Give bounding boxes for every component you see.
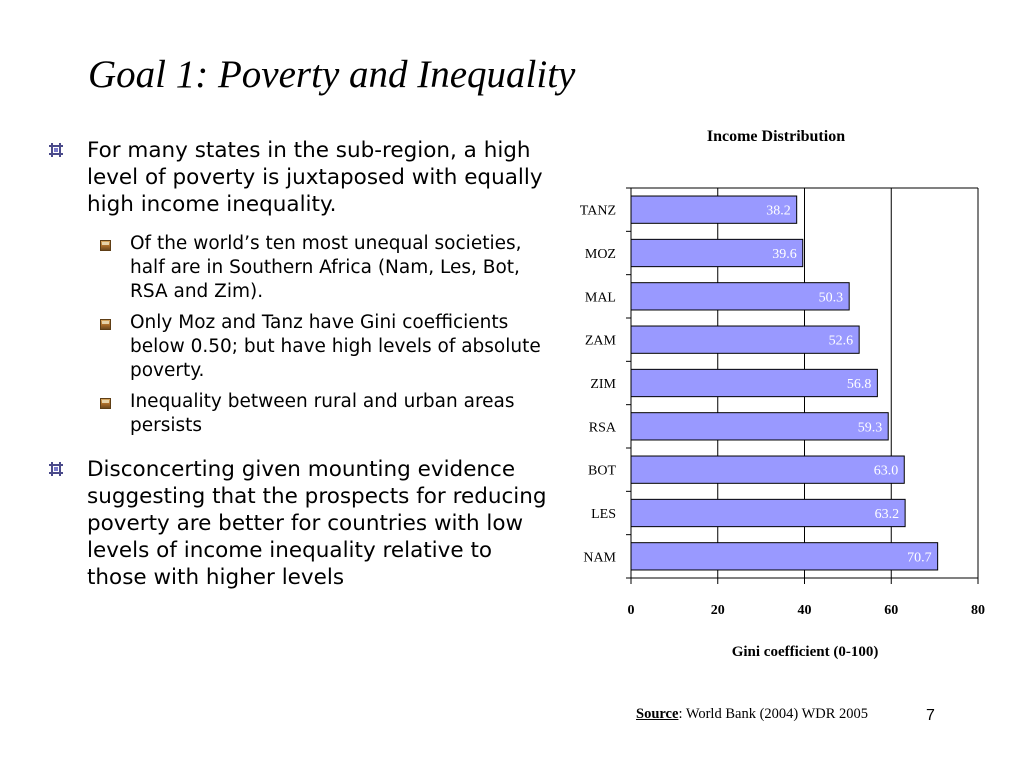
square-bullet-icon <box>100 319 111 330</box>
bar-value-label: 63.2 <box>875 507 900 522</box>
x-tick-label: 40 <box>798 603 812 618</box>
bar <box>630 282 850 311</box>
sub-bullet-text: Only Moz and Tanz have Gini coefficients… <box>130 312 541 381</box>
square-bullet-icon <box>100 240 111 251</box>
bar-value-label: 56.8 <box>847 377 872 392</box>
bullet-list: For many states in the sub-region, a hig… <box>48 137 548 605</box>
page-number: 7 <box>926 707 935 724</box>
bullet-text: Disconcerting given mounting evidence su… <box>87 457 547 590</box>
square-bullet-icon <box>100 398 111 409</box>
sub-bullet-item: Inequality between rural and urban areas… <box>48 390 548 438</box>
star-bullet-icon <box>49 143 63 157</box>
source-text: : World Bank (2004) WDR 2005 <box>678 706 869 722</box>
bar <box>630 498 906 528</box>
y-category-label: ZAM <box>585 334 617 349</box>
x-tick-label: 80 <box>971 603 985 618</box>
x-axis-label: Gini coefficient (0-100) <box>731 644 879 660</box>
y-category-label: ZIM <box>590 377 616 392</box>
sub-bullet-item: Of the world’s ten most unequal societie… <box>48 232 548 304</box>
sub-bullet-text: Inequality between rural and urban areas… <box>130 391 515 436</box>
y-category-label: NAM <box>583 550 616 565</box>
bar <box>630 238 804 268</box>
slide-title: Goal 1: Poverty and Inequality <box>88 53 576 96</box>
bar <box>630 325 860 354</box>
y-category-label: BOT <box>588 464 616 479</box>
bullet-item: For many states in the sub-region, a hig… <box>48 137 548 218</box>
income-distribution-chart: 0 20 40 60 80 TANZ 38.2 MOZ 39.6 MAL 50.3 ZAM 52.6 ZI… <box>580 187 985 618</box>
source-label: Source <box>636 706 679 722</box>
chart-title: Income Distribution <box>706 128 846 145</box>
bar-value-label: 52.6 <box>829 334 854 349</box>
bar <box>630 412 889 441</box>
bar-value-label: 59.3 <box>858 420 883 435</box>
bar-value-label: 63.0 <box>874 464 899 479</box>
x-tick-label: 20 <box>711 603 725 618</box>
x-tick-label: 60 <box>884 603 898 618</box>
sub-bullet-item: Only Moz and Tanz have Gini coefficients… <box>48 311 548 383</box>
bar <box>630 455 905 484</box>
bar-value-label: 50.3 <box>819 290 844 305</box>
bar-value-label: 39.6 <box>772 247 797 262</box>
star-bullet-icon <box>49 462 63 476</box>
y-category-label: MOZ <box>585 247 616 262</box>
bar-value-label: 70.7 <box>907 550 932 565</box>
y-category-label: LES <box>591 507 616 522</box>
bullet-item: Disconcerting given mounting evidence su… <box>48 456 548 591</box>
y-category-label: TANZ <box>580 204 616 219</box>
x-tick-label: 0 <box>628 603 635 618</box>
bar-value-label: 38.2 <box>766 204 791 219</box>
y-category-label: RSA <box>589 420 617 435</box>
y-category-label: MAL <box>585 290 616 305</box>
bar <box>630 542 939 571</box>
source-note: Source: World Bank (2004) WDR 2005 <box>636 706 868 723</box>
bar <box>630 195 798 224</box>
sub-bullet-text: Of the world’s ten most unequal societie… <box>130 233 522 302</box>
bar <box>630 368 878 398</box>
bullet-text: For many states in the sub-region, a hig… <box>87 138 543 217</box>
